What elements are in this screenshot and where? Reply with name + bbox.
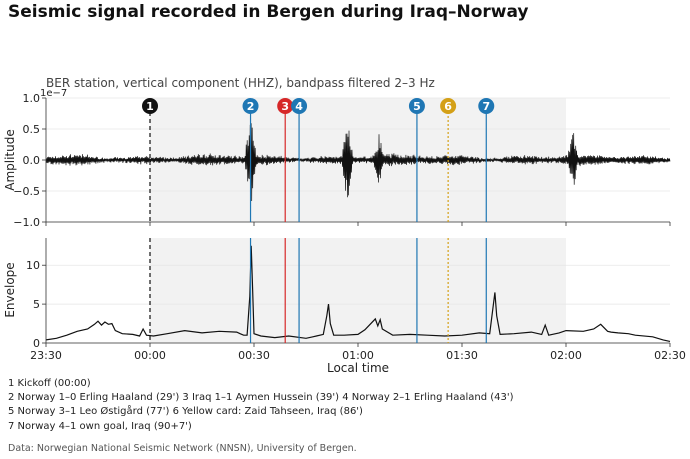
y-tick-label: −1.0 — [13, 216, 40, 229]
event-badge-number: 5 — [413, 100, 421, 113]
y-tick-label: 5 — [33, 298, 40, 311]
event-badge — [408, 98, 425, 114]
x-tick-label: 02:30 — [654, 349, 686, 362]
match-period-shading — [150, 238, 566, 343]
chart-figure: BER station, vertical component (HHZ), b… — [3, 76, 686, 375]
legend-entry: 5 Norway 3–1 Leo Østigård (77') — [8, 406, 170, 418]
y-tick-label: 0.5 — [23, 123, 41, 136]
y-axis-label-amplitude: Amplitude — [3, 129, 17, 191]
chart-title: Seismic signal recorded in Bergen during… — [8, 2, 529, 22]
legend-line: 5 Norway 3–1 Leo Østigård (77') 6 Yellow… — [8, 405, 514, 419]
legend-line: 2 Norway 1–0 Erling Haaland (29') 3 Iraq… — [8, 391, 514, 405]
chart-subtitle: BER station, vertical component (HHZ), b… — [46, 76, 435, 90]
x-tick-label: 01:00 — [342, 349, 374, 362]
legend-line: 7 Norway 4–1 own goal, Iraq (90+7') — [8, 420, 514, 434]
event-badge — [277, 98, 294, 114]
y-tick-label: −0.5 — [13, 185, 40, 198]
event-badge — [291, 98, 308, 114]
y-tick-label: 0 — [33, 337, 40, 350]
x-tick-label: 23:30 — [30, 349, 62, 362]
event-badge-number: 2 — [247, 100, 255, 113]
envelope-panel: 0 5 10 23:30 00:00 00:30 01:00 01:30 02:00 02:30 — [26, 238, 686, 362]
legend-entry: 2 Norway 1–0 Erling Haaland (29') — [8, 392, 180, 404]
event-badge — [440, 98, 457, 114]
envelope-line — [45, 245, 671, 342]
event-badge-number: 3 — [281, 100, 289, 113]
event-badge-number: 6 — [444, 100, 452, 113]
seismogram-trace — [45, 123, 671, 202]
event-badge-number: 7 — [482, 100, 490, 113]
legend-entry: 6 Yellow card: Zaid Tahseen, Iraq (86') — [172, 406, 363, 418]
y-tick-label: 1.0 — [23, 92, 41, 105]
legend-entry: 1 Kickoff (00:00) — [8, 378, 91, 389]
event-legend: 1 Kickoff (00:00) 2 Norway 1–0 Erling Ha… — [8, 377, 514, 434]
legend-line: 1 Kickoff (00:00) — [8, 377, 514, 391]
x-tick-label: 00:30 — [238, 349, 270, 362]
legend-entry: 7 Norway 4–1 own goal, Iraq (90+7') — [8, 420, 192, 432]
event-badge — [478, 98, 495, 114]
x-tick-label: 02:00 — [550, 349, 582, 362]
y-axis-label-envelope: Envelope — [3, 262, 17, 317]
event-badge — [242, 98, 259, 114]
legend-entry: 4 Norway 2–1 Erling Haaland (43') — [342, 392, 514, 404]
x-tick-label: 00:00 — [134, 349, 166, 362]
event-badge-number: 4 — [295, 100, 303, 113]
amplitude-scale-label: 1e−7 — [40, 88, 67, 99]
data-source-note: Data: Norwegian National Seismic Network… — [8, 443, 357, 454]
x-axis-label: Local time — [327, 361, 389, 375]
legend-entry: 3 Iraq 1–1 Aymen Hussein (39') — [182, 392, 340, 404]
x-tick-label: 01:30 — [446, 349, 478, 362]
y-tick-label: 0.0 — [23, 154, 41, 167]
event-badge-number: 1 — [146, 100, 154, 113]
amplitude-panel: −1.0 −0.5 0.0 0.5 1.0 — [13, 92, 671, 229]
y-tick-label: 10 — [26, 259, 40, 272]
event-badge — [142, 98, 158, 114]
